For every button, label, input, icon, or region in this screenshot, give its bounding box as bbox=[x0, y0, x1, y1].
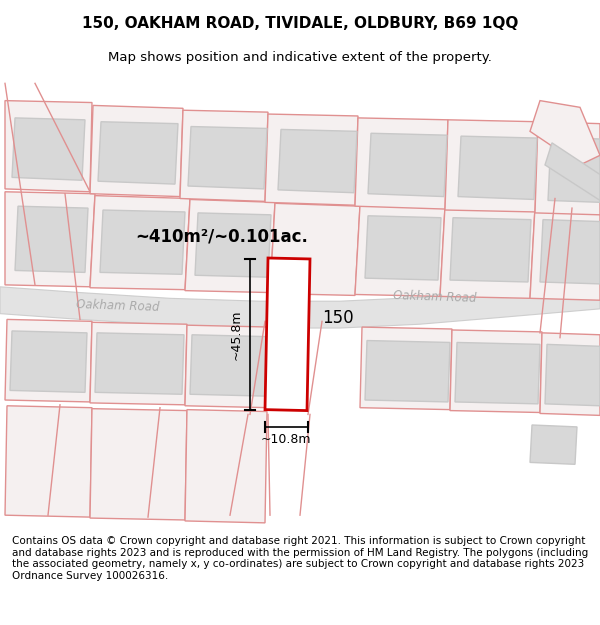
Text: Contains OS data © Crown copyright and database right 2021. This information is : Contains OS data © Crown copyright and d… bbox=[12, 536, 588, 581]
Polygon shape bbox=[445, 120, 538, 212]
Polygon shape bbox=[100, 210, 185, 274]
Polygon shape bbox=[535, 122, 600, 215]
Polygon shape bbox=[12, 118, 85, 180]
Polygon shape bbox=[188, 126, 267, 189]
Text: ~410m²/~0.101ac.: ~410m²/~0.101ac. bbox=[136, 228, 308, 246]
Polygon shape bbox=[98, 122, 178, 184]
Polygon shape bbox=[5, 406, 92, 517]
Polygon shape bbox=[265, 258, 310, 411]
Polygon shape bbox=[545, 143, 600, 201]
Polygon shape bbox=[278, 129, 357, 192]
Polygon shape bbox=[530, 425, 577, 464]
Polygon shape bbox=[10, 331, 87, 392]
Polygon shape bbox=[530, 101, 600, 165]
Polygon shape bbox=[95, 333, 184, 394]
Text: Map shows position and indicative extent of the property.: Map shows position and indicative extent… bbox=[108, 51, 492, 64]
Polygon shape bbox=[90, 322, 187, 405]
Polygon shape bbox=[540, 219, 600, 284]
Polygon shape bbox=[450, 217, 531, 282]
Polygon shape bbox=[355, 205, 445, 296]
Polygon shape bbox=[365, 216, 441, 280]
Polygon shape bbox=[195, 213, 271, 278]
Polygon shape bbox=[180, 110, 268, 201]
Polygon shape bbox=[5, 319, 92, 402]
Polygon shape bbox=[360, 327, 452, 409]
Polygon shape bbox=[530, 207, 600, 300]
Polygon shape bbox=[450, 330, 542, 412]
Text: Oakham Road: Oakham Road bbox=[76, 298, 160, 314]
Polygon shape bbox=[455, 342, 540, 404]
Polygon shape bbox=[0, 282, 600, 328]
Polygon shape bbox=[90, 196, 190, 289]
Polygon shape bbox=[5, 192, 95, 287]
Polygon shape bbox=[365, 341, 450, 402]
Polygon shape bbox=[15, 206, 88, 272]
Text: 150: 150 bbox=[322, 309, 353, 328]
Polygon shape bbox=[270, 203, 360, 296]
Polygon shape bbox=[545, 344, 600, 406]
Polygon shape bbox=[185, 325, 272, 408]
Polygon shape bbox=[90, 106, 183, 197]
Polygon shape bbox=[190, 335, 270, 396]
Polygon shape bbox=[185, 409, 267, 523]
Polygon shape bbox=[265, 114, 358, 205]
Polygon shape bbox=[458, 136, 537, 199]
Text: 150, OAKHAM ROAD, TIVIDALE, OLDBURY, B69 1QQ: 150, OAKHAM ROAD, TIVIDALE, OLDBURY, B69… bbox=[82, 16, 518, 31]
Polygon shape bbox=[90, 409, 187, 520]
Polygon shape bbox=[355, 118, 448, 209]
Polygon shape bbox=[440, 206, 535, 298]
Polygon shape bbox=[5, 101, 92, 192]
Text: Oakham Road: Oakham Road bbox=[393, 289, 477, 305]
Polygon shape bbox=[368, 133, 447, 197]
Text: ~10.8m: ~10.8m bbox=[261, 433, 311, 446]
Polygon shape bbox=[540, 333, 600, 416]
Text: ~45.8m: ~45.8m bbox=[229, 309, 242, 360]
Polygon shape bbox=[548, 137, 600, 202]
Polygon shape bbox=[185, 199, 275, 292]
